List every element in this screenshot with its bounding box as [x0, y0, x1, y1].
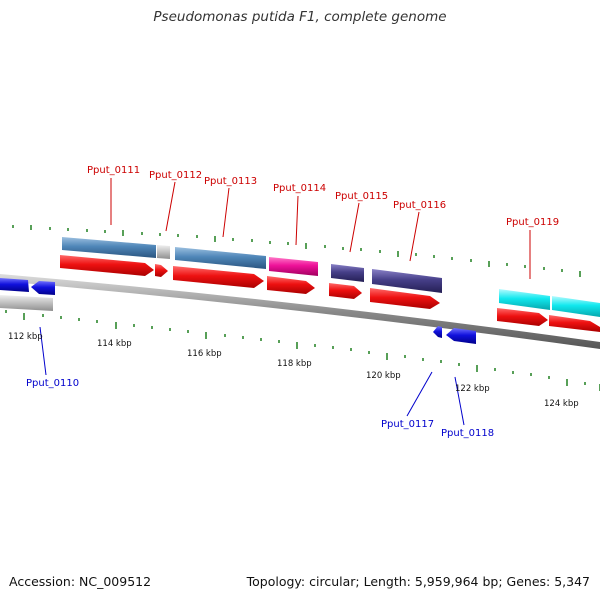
kbp-label-114: 114 kbp	[97, 339, 132, 349]
cds-arrow-0115	[329, 283, 362, 299]
feature-box-0119a	[499, 289, 550, 310]
kbp-label-116: 116 kbp	[187, 349, 222, 359]
forward-leader-lines	[110, 178, 531, 279]
map-title: Pseudomonas putida F1, complete genome	[153, 9, 447, 25]
feature-box-0116	[372, 269, 442, 293]
feature-box-0115	[331, 264, 364, 282]
accession-info: Accession: NC_009512	[9, 574, 152, 589]
cds-arrow-0111	[60, 255, 154, 276]
feature-box-0110	[0, 295, 53, 311]
kbp-label-120: 120 kbp	[366, 371, 401, 381]
forward-gene-labels: Pput_0111 Pput_0112 Pput_0113 Pput_0114 …	[87, 165, 559, 228]
gene-label-0115[interactable]: Pput_0115	[335, 191, 388, 202]
cds-arrow-0114	[267, 276, 315, 294]
feature-box-0111	[62, 237, 156, 258]
gene-label-0113[interactable]: Pput_0113	[204, 176, 257, 187]
feature-box-0112	[157, 245, 170, 259]
kbp-label-122: 122 kbp	[455, 384, 490, 394]
reverse-leader-lines	[39, 326, 465, 426]
outer-feature-band	[0, 237, 600, 317]
cds-arrow-0117	[433, 326, 442, 338]
cds-arrow-0119b	[549, 315, 600, 332]
gene-label-0118[interactable]: Pput_0118	[441, 428, 494, 439]
cds-arrow-0112	[155, 264, 168, 277]
cds-arrow-rev-1	[0, 278, 29, 292]
gene-label-0116[interactable]: Pput_0116	[393, 200, 446, 211]
feature-box-0114	[269, 257, 318, 276]
gene-label-0117[interactable]: Pput_0117	[381, 419, 434, 430]
kbp-label-112: 112 kbp	[8, 332, 43, 342]
outer-tick-marks	[12, 225, 581, 277]
forward-cds-arrows	[60, 255, 600, 332]
cds-arrow-0113	[173, 266, 264, 288]
cds-arrow-rev-2	[31, 281, 55, 295]
gene-label-0114[interactable]: Pput_0114	[273, 183, 326, 194]
gene-label-0111[interactable]: Pput_0111	[87, 165, 140, 176]
kbp-label-124: 124 kbp	[544, 399, 579, 409]
kbp-label-118: 118 kbp	[277, 359, 312, 369]
cds-arrow-0116	[370, 288, 440, 309]
kbp-scale-labels: 112 kbp 114 kbp 116 kbp 118 kbp 120 kbp …	[8, 332, 579, 409]
feature-box-0113	[175, 247, 266, 269]
gene-label-0112[interactable]: Pput_0112	[149, 170, 202, 181]
genome-backbone	[0, 274, 600, 349]
reverse-gene-labels: Pput_0110 Pput_0117 Pput_0118	[26, 378, 494, 439]
reverse-cds-arrows	[0, 278, 476, 344]
cds-arrow-0118	[446, 328, 476, 344]
gene-label-0119[interactable]: Pput_0119	[506, 217, 559, 228]
cds-arrow-0119a	[497, 308, 548, 326]
gene-label-0110[interactable]: Pput_0110	[26, 378, 79, 389]
feature-box-0119b	[552, 296, 600, 317]
inner-tick-marks	[5, 310, 600, 391]
genome-stats: Topology: circular; Length: 5,959,964 bp…	[246, 574, 590, 589]
